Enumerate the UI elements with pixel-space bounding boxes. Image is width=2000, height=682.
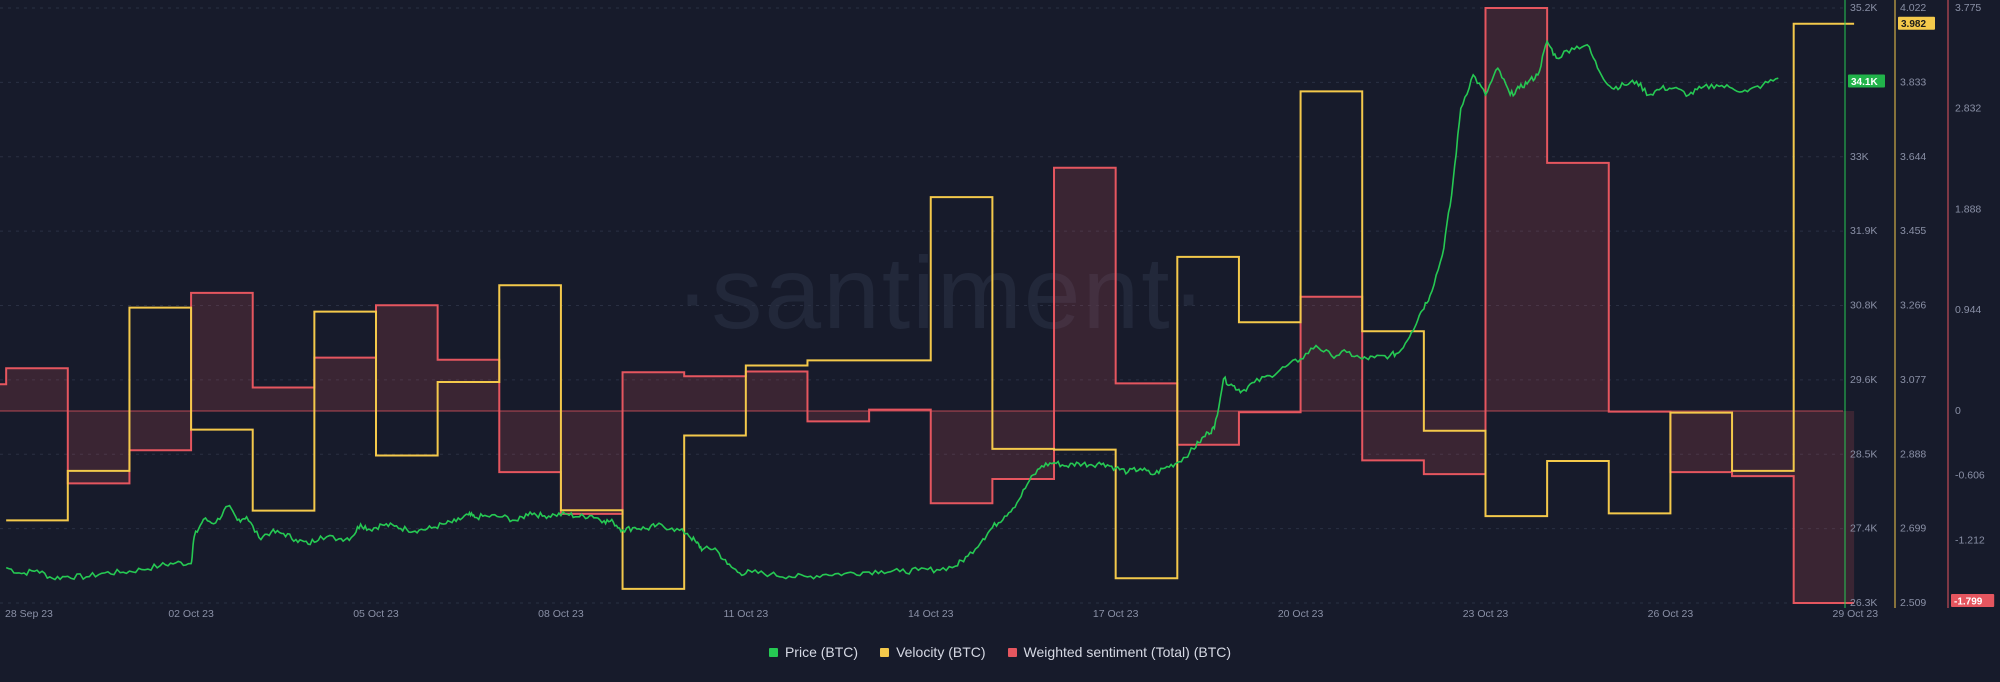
- price-tick-label: 27.4K: [1850, 523, 1877, 535]
- legend-item-velocity[interactable]: Velocity (BTC): [880, 644, 986, 660]
- sentiment-line: [0, 7, 1855, 604]
- velocity-tick-label: 2.888: [1900, 448, 1926, 460]
- velocity-tick-label: 3.833: [1900, 76, 1926, 88]
- velocity-current-badge: 3.982: [1901, 19, 1926, 30]
- price-tick-label: 31.9K: [1850, 225, 1877, 237]
- price-ticks: 35.2K 34.1K 33K 31.9K 30.8K 29.6K 28.5K 27.4K 26…: [1850, 2, 1877, 609]
- legend: Price (BTC) Velocity (BTC) Weighted sent…: [0, 640, 2000, 664]
- x-tick-label: 29 Oct 23: [1833, 608, 1879, 620]
- legend-label-sentiment: Weighted sentiment (Total) (BTC): [1023, 644, 1232, 660]
- legend-item-sentiment[interactable]: Weighted sentiment (Total) (BTC): [1007, 644, 1232, 660]
- x-tick-label: 02 Oct 23: [168, 608, 214, 620]
- velocity-tick-label: 2.509: [1900, 597, 1926, 609]
- x-tick-label: 14 Oct 23: [908, 608, 954, 620]
- sentiment-tick-label: -0.606: [1955, 470, 1985, 482]
- price-current-badge-bg: [1848, 74, 1885, 88]
- x-tick-label: 11 Oct 23: [723, 608, 768, 620]
- price-tick-label: 30.8K: [1850, 300, 1877, 312]
- sentiment-ticks: 3.775 2.832 1.888 0.944 0 -0.606 -1.212: [1955, 2, 1985, 546]
- x-tick-label: 20 Oct 23: [1278, 608, 1324, 620]
- price-tick-label: 29.6K: [1850, 374, 1877, 386]
- velocity-tick-label: 4.022: [1900, 2, 1926, 14]
- sentiment-tick-label: 3.775: [1955, 2, 1981, 14]
- x-tick-label: 23 Oct 23: [1463, 608, 1509, 620]
- x-tick-label: 28 Sep 23: [5, 608, 53, 620]
- velocity-tick-label: 2.699: [1900, 523, 1926, 535]
- x-tick-label: 26 Oct 23: [1648, 608, 1694, 620]
- price-current-badge: 34.1K: [1851, 77, 1878, 88]
- price-tick-label: 35.2K: [1850, 2, 1877, 14]
- x-axis-ticks: 28 Sep 23 02 Oct 23 05 Oct 23 08 Oct 23 11 O…: [5, 608, 1878, 620]
- price-line: [5, 39, 1779, 581]
- x-tick-label: 17 Oct 23: [1093, 608, 1139, 620]
- velocity-tick-label: 3.455: [1900, 225, 1926, 237]
- velocity-tick-label: 3.266: [1900, 300, 1926, 312]
- x-tick-label: 08 Oct 23: [538, 608, 584, 620]
- legend-item-price[interactable]: Price (BTC): [768, 644, 859, 660]
- velocity-ticks: 4.022 3.833 3.644 3.455 3.266 3.077 2.888 2.699…: [1900, 2, 1926, 609]
- sentiment-current-badge-bg: [1951, 594, 1995, 607]
- sentiment-tick-label: 2.832: [1955, 103, 1981, 115]
- sentiment-tick-label: 0.944: [1955, 304, 1981, 316]
- legend-label-velocity: Velocity (BTC): [896, 644, 986, 660]
- velocity-tick-label: 3.644: [1900, 151, 1926, 163]
- velocity-line: [6, 22, 1855, 590]
- sentiment-area: [0, 8, 1855, 603]
- velocity-swatch-icon: [880, 647, 890, 657]
- sentiment-tick-label: 1.888: [1955, 203, 1981, 215]
- watermark: ·santiment·: [675, 236, 1207, 350]
- legend-label-price: Price (BTC): [784, 644, 859, 660]
- sentiment-swatch-icon: [1007, 647, 1017, 657]
- velocity-current-badge-bg: [1898, 16, 1935, 30]
- velocity-tick-label: 3.077: [1900, 374, 1926, 386]
- sentiment-tick-label: 0: [1955, 405, 1961, 417]
- price-tick-label: 28.5K: [1850, 448, 1877, 460]
- price-tick-label: 33K: [1850, 151, 1869, 163]
- sentiment-current-badge: -1.799: [1954, 597, 1983, 608]
- price-tick-label: 26.3K: [1850, 597, 1877, 609]
- price-swatch-icon: [768, 647, 778, 657]
- x-tick-label: 05 Oct 23: [353, 608, 399, 620]
- sentiment-tick-label: -1.212: [1955, 534, 1985, 546]
- grid-lines: [0, 7, 1843, 604]
